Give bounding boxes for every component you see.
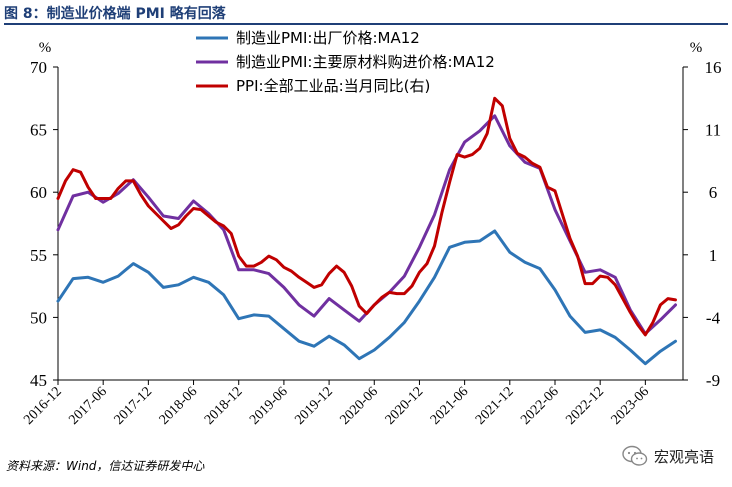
y-left-tick-label: 60 — [30, 183, 47, 202]
x-tick-label: 2019-12 — [292, 384, 336, 428]
legend-label-1: 制造业PMI:出厂价格:MA12 — [236, 29, 420, 47]
x-tick-label: 2016-12 — [21, 384, 65, 428]
wechat-icon — [622, 445, 648, 466]
title-rule — [4, 23, 728, 25]
y-right-tick-label: -9 — [706, 371, 720, 390]
legend-label-2: 制造业PMI:主要原材料购进价格:MA12 — [236, 53, 495, 71]
y-right-tick-label: 16 — [705, 58, 722, 77]
series-line-1 — [56, 229, 677, 366]
y-left-tick-label: 50 — [30, 308, 47, 327]
x-tick-label: 2018-06 — [157, 384, 201, 428]
x-tick-label: 2021-12 — [473, 384, 517, 428]
y-right-tick-label: -4 — [706, 308, 721, 327]
x-tick-label: 2021-06 — [428, 384, 472, 428]
x-tick-label: 2022-06 — [518, 384, 562, 428]
y-left-tick-label: 45 — [30, 371, 47, 390]
y-left-tick-label: 55 — [30, 246, 47, 265]
x-tick-label: 2022-12 — [563, 384, 607, 428]
watermark: 宏观亮语 — [622, 445, 714, 467]
series-line-2 — [56, 114, 677, 336]
legend-label-3: PPI:全部工业品:当月同比(右) — [236, 77, 430, 95]
x-tick-label: 2017-12 — [112, 384, 156, 428]
y-right-unit: % — [690, 40, 703, 56]
x-tick-label: 2020-06 — [337, 384, 381, 428]
y-right-tick-label: 1 — [709, 246, 718, 265]
watermark-text: 宏观亮语 — [653, 447, 714, 466]
y-right-tick-label: 6 — [709, 183, 718, 202]
y-right-tick-label: 11 — [705, 121, 721, 140]
y-left-unit: % — [39, 40, 52, 56]
y-left-tick-label: 70 — [30, 58, 47, 77]
figure-title: 图 8：制造业价格端 PMI 略有回落 — [4, 6, 226, 22]
x-tick-label: 2019-06 — [247, 384, 291, 428]
source-note: 资料来源：Wind，信达证券研发中心 — [6, 459, 205, 473]
x-tick-label: 2018-12 — [202, 384, 246, 428]
y-left-tick-label: 65 — [30, 121, 47, 140]
series-line-3 — [56, 96, 677, 337]
x-tick-label: 2017-06 — [66, 384, 110, 428]
x-tick-label: 2023-06 — [609, 384, 653, 428]
x-tick-label: 2020-12 — [383, 384, 427, 428]
